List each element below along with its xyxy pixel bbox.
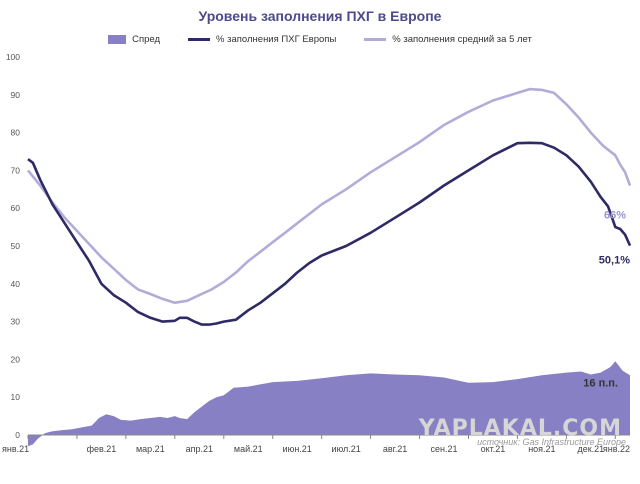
x-axis: янв.21 фев.21 мар.21 апр.21 май.21 июн.21 июл.… <box>2 434 630 454</box>
y-tick-label: 40 <box>11 279 21 289</box>
y-tick-label: 60 <box>11 203 21 213</box>
legend: Спред % заполнения ПХГ Европы % заполнен… <box>0 34 640 45</box>
y-tick-label: 100 <box>6 52 20 62</box>
x-tick-label: июн.21 <box>283 444 312 454</box>
x-tick-label: май.21 <box>234 444 263 454</box>
y-axis: 0 10 20 30 40 50 60 70 80 90 100 <box>6 52 20 440</box>
x-tick-label: янв.21 <box>2 444 29 454</box>
series-line-europe <box>27 141 632 326</box>
y-tick-label: 50 <box>11 241 21 251</box>
annotation-label: 50,1% <box>599 255 630 267</box>
legend-label-spread: Спред <box>132 34 161 45</box>
y-tick-label: 70 <box>11 165 21 175</box>
watermark-logo: YAPLAKAL.COM <box>418 416 622 441</box>
chart-title: Уровень заполнения ПХГ в Европе <box>198 8 442 24</box>
annotation-label: 16 п.п. <box>583 378 618 390</box>
y-tick-label: 10 <box>11 392 21 402</box>
x-tick-label: ноя.21 <box>528 444 555 454</box>
x-tick-label: сен.21 <box>431 444 458 454</box>
x-tick-label: июл.21 <box>331 444 360 454</box>
y-tick-label: 20 <box>11 354 21 364</box>
y-tick-label: 0 <box>15 430 20 440</box>
x-tick-label: дек.21 <box>577 444 604 454</box>
legend-swatch-spread <box>108 35 127 44</box>
x-tick-label: фев.21 <box>87 444 117 454</box>
annotation-label: 66% <box>604 210 626 222</box>
legend-swatch-europe <box>188 38 211 41</box>
legend-item-5yr-average: % заполнения средний за 5 лет <box>364 34 532 45</box>
y-tick-label: 30 <box>11 317 21 327</box>
annotations: 66% 50,1% 16 п.п. <box>583 210 630 390</box>
series-area-spread <box>28 361 630 447</box>
y-tick-label: 90 <box>11 90 21 100</box>
legend-item-europe: % заполнения ПХГ Европы <box>188 34 336 45</box>
x-tick-label: янв.22 <box>603 444 630 454</box>
series-line-5yr-average <box>26 87 632 305</box>
x-tick-label: апр.21 <box>186 444 213 454</box>
x-tick-label: окт.21 <box>481 444 506 454</box>
legend-item-spread: Спред <box>108 34 160 45</box>
x-tick-label: авг.21 <box>383 444 407 454</box>
source-note: источник: Gas Infrastructure Europe <box>477 437 626 447</box>
legend-label-5yr-average: % заполнения средний за 5 лет <box>392 34 532 45</box>
line-layer <box>26 87 632 326</box>
legend-swatch-5yr-average <box>364 38 387 41</box>
legend-label-europe: % заполнения ПХГ Европы <box>216 34 337 45</box>
x-tick-label: мар.21 <box>136 444 165 454</box>
spread-area-layer <box>28 361 630 447</box>
y-tick-label: 80 <box>11 128 21 138</box>
